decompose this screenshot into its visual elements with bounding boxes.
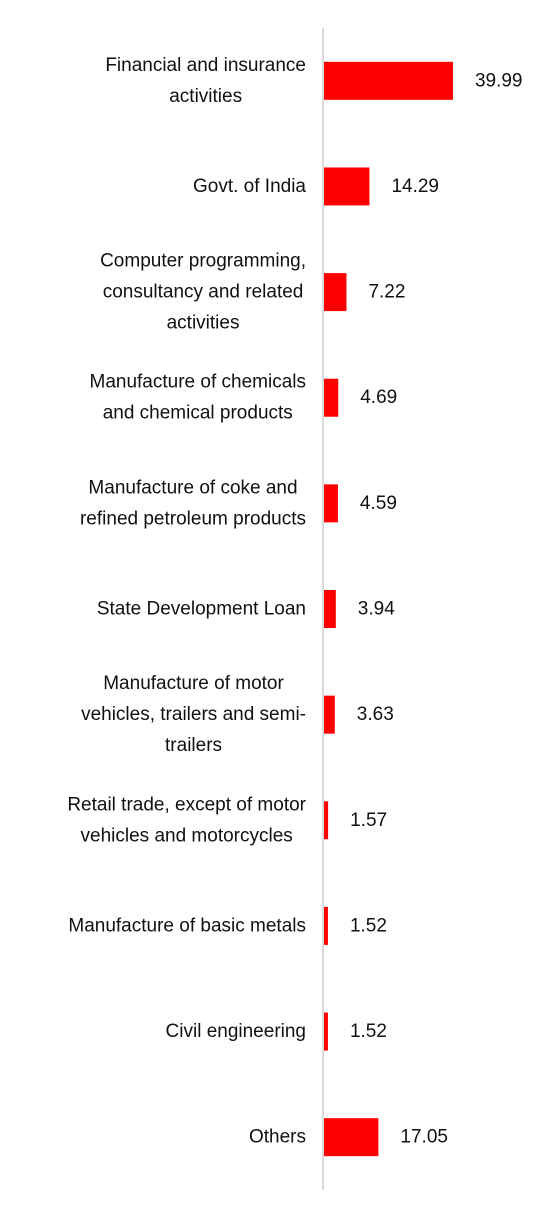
category-label: Govt. of India (193, 176, 306, 197)
category-label-line: Manufacture of coke and (88, 477, 297, 498)
value-label: 3.94 (358, 599, 395, 620)
bar (323, 1012, 328, 1051)
value-label: 1.57 (350, 810, 387, 831)
category-label: Retail trade, except of motor vehicles an… (67, 794, 306, 846)
bars-group (323, 61, 453, 1157)
category-label-line: Govt. of India (193, 176, 306, 197)
category-label: Others (249, 1127, 306, 1148)
bar (323, 1118, 379, 1157)
bar (323, 167, 370, 206)
category-label-line: Others (249, 1127, 306, 1148)
bar (323, 801, 329, 840)
category-label-line: Civil engineering (166, 1021, 306, 1042)
category-label-line: and chemical products (103, 403, 293, 424)
category-label-line: consultancy and related (103, 282, 304, 303)
category-label: Manufacture of motor vehicles, trailers a… (81, 673, 306, 756)
category-label: Manufacture of basic metals (68, 915, 306, 936)
category-label: Manufacture of chemicals and chemical pro… (90, 372, 307, 424)
value-label: 1.52 (350, 1021, 387, 1042)
value-label: 14.29 (391, 176, 439, 197)
value-label: 39.99 (475, 70, 523, 91)
category-label-line: activities (167, 313, 240, 334)
category-labels-group: Financial and insurance activities Govt. o… (67, 55, 306, 1148)
value-label: 7.22 (368, 282, 405, 303)
category-label-line: activities (169, 86, 242, 107)
category-label-line: Manufacture of chemicals (90, 372, 307, 393)
category-label-line: vehicles and motorcycles (81, 825, 293, 846)
value-label: 4.69 (360, 387, 397, 408)
category-label-line: Financial and insurance (105, 55, 306, 76)
category-label-line: Manufacture of motor (103, 673, 284, 694)
category-label-line: State Development Loan (97, 599, 306, 620)
category-label: Computer programming, consultancy and rel… (100, 251, 306, 334)
bar (323, 590, 336, 628)
bar (323, 273, 347, 312)
bar (323, 906, 328, 945)
category-label-line: refined petroleum products (80, 508, 306, 529)
category-label: State Development Loan (97, 599, 306, 620)
value-label: 3.63 (357, 704, 394, 725)
bar (323, 378, 339, 417)
category-label: Manufacture of coke and refined petroleum… (80, 477, 306, 529)
value-label: 17.05 (400, 1127, 448, 1148)
bar (323, 484, 338, 523)
bar (323, 61, 453, 100)
category-label-line: Computer programming, (100, 251, 306, 272)
category-label: Civil engineering (166, 1021, 306, 1042)
category-label-line: Retail trade, except of motor (67, 794, 306, 815)
value-label: 4.59 (360, 493, 397, 514)
category-label: Financial and insurance activities (105, 55, 306, 107)
value-labels-group: 39.99 14.29 7.22 4.69 4.59 3.94 3.63 1.57 1.52 1.… (350, 70, 523, 1147)
category-label-line: Manufacture of basic metals (68, 915, 306, 936)
category-label-line: trailers (165, 735, 222, 756)
value-label: 1.52 (350, 915, 387, 936)
bar (323, 695, 335, 734)
category-label-line: vehicles, trailers and semi- (81, 704, 306, 725)
